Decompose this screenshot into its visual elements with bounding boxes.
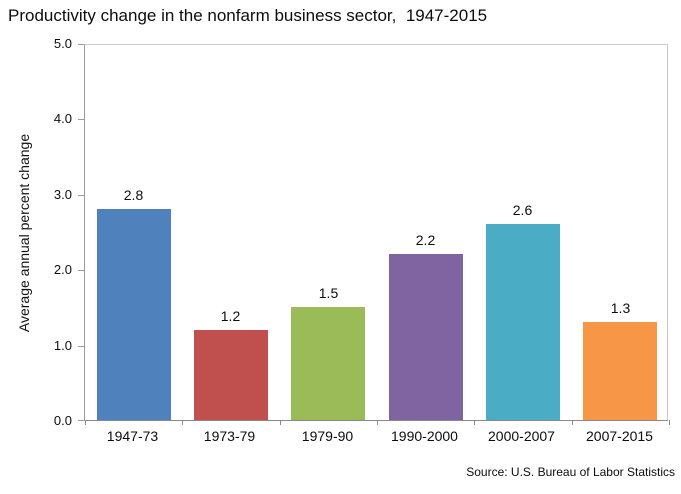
bar-value-label: 1.5 — [318, 285, 339, 301]
x-tick-mark — [572, 420, 573, 425]
bar-1947-73 — [97, 209, 171, 420]
y-tick-label: 0.0 — [53, 413, 72, 428]
y-tick-mark — [78, 195, 84, 196]
x-axis: 1947-73 1973-79 1979-90 1990-2000 2000-2007 2… — [84, 428, 668, 446]
y-tick-label: 2.0 — [53, 262, 72, 277]
x-category-label: 1979-90 — [301, 428, 354, 444]
y-tick-mark — [78, 44, 84, 45]
bar-value-label: 2.2 — [415, 232, 436, 248]
x-tick-mark — [474, 420, 475, 425]
y-tick-mark — [78, 270, 84, 271]
chart-title: Productivity change in the nonfarm busin… — [8, 6, 488, 25]
bar-value-label: 1.3 — [610, 300, 631, 316]
y-tick-label: 3.0 — [53, 187, 72, 202]
x-category-label: 2007-2015 — [586, 428, 653, 444]
bar-1979-90 — [291, 307, 365, 420]
x-category-label: 1947-73 — [106, 428, 159, 444]
y-tick-mark — [78, 420, 84, 421]
y-tick-mark — [78, 119, 84, 120]
x-tick-mark — [377, 420, 378, 425]
x-category-label: 2000-2007 — [488, 428, 555, 444]
y-tick-label: 1.0 — [53, 338, 72, 353]
x-tick-mark — [182, 420, 183, 425]
source-note: Source: U.S. Bureau of Labor Statistics — [466, 465, 675, 479]
bar-1973-79 — [194, 330, 268, 420]
y-tick-label: 5.0 — [53, 36, 72, 51]
x-category-label: 1990-2000 — [391, 428, 458, 444]
plot-area: 2.8 1.2 1.5 2.2 2.6 1.3 — [84, 44, 670, 425]
y-tick-mark — [78, 346, 84, 347]
bar-2007-2015 — [583, 322, 657, 420]
x-tick-mark — [85, 420, 86, 425]
x-tick-mark — [669, 420, 670, 425]
x-tick-mark — [280, 420, 281, 425]
bar-1990-2000 — [389, 254, 463, 420]
x-category-label: 1973-79 — [203, 428, 256, 444]
y-tick-label: 4.0 — [53, 111, 72, 126]
bar-2000-2007 — [486, 224, 560, 420]
bar-value-label: 2.6 — [512, 202, 533, 218]
bar-value-label: 1.2 — [220, 308, 241, 324]
bar-value-label: 2.8 — [123, 187, 144, 203]
y-axis: 0.0 1.0 2.0 3.0 4.0 5.0 — [0, 36, 84, 428]
